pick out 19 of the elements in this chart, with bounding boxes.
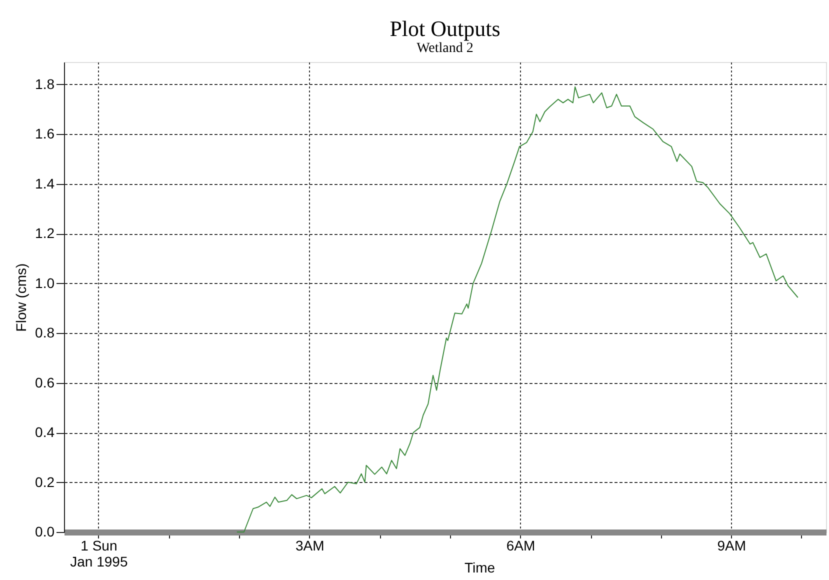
x-axis-title: Time [464, 560, 496, 576]
line-series [236, 86, 798, 532]
x-tick-label: 3AM [295, 538, 324, 554]
chart-subtitle: Wetland 2 [416, 41, 474, 56]
y-tick-label: 1.2 [35, 225, 55, 242]
y-tick-label: 1.4 [35, 175, 55, 192]
x-tick-label: 6AM [506, 538, 536, 554]
y-tick-label: 0.6 [35, 374, 55, 390]
y-tick-label: 1.6 [35, 126, 55, 142]
chart-title: Plot Outputs [390, 16, 500, 41]
y-tick-label: 0.4 [35, 424, 55, 440]
y-tick-label: 1.0 [35, 274, 55, 291]
x-tick-label: 9AM [717, 538, 746, 554]
y-axis-title: Flow (cms) [13, 263, 30, 332]
y-tick-label: 0.8 [35, 324, 55, 341]
y-tick-label: 1.8 [35, 76, 55, 92]
y-tick-label: 0.2 [35, 474, 55, 490]
x-tick-label: 1 Sun Jan 1995 [70, 538, 128, 570]
y-tick-label: 0.0 [35, 524, 55, 540]
